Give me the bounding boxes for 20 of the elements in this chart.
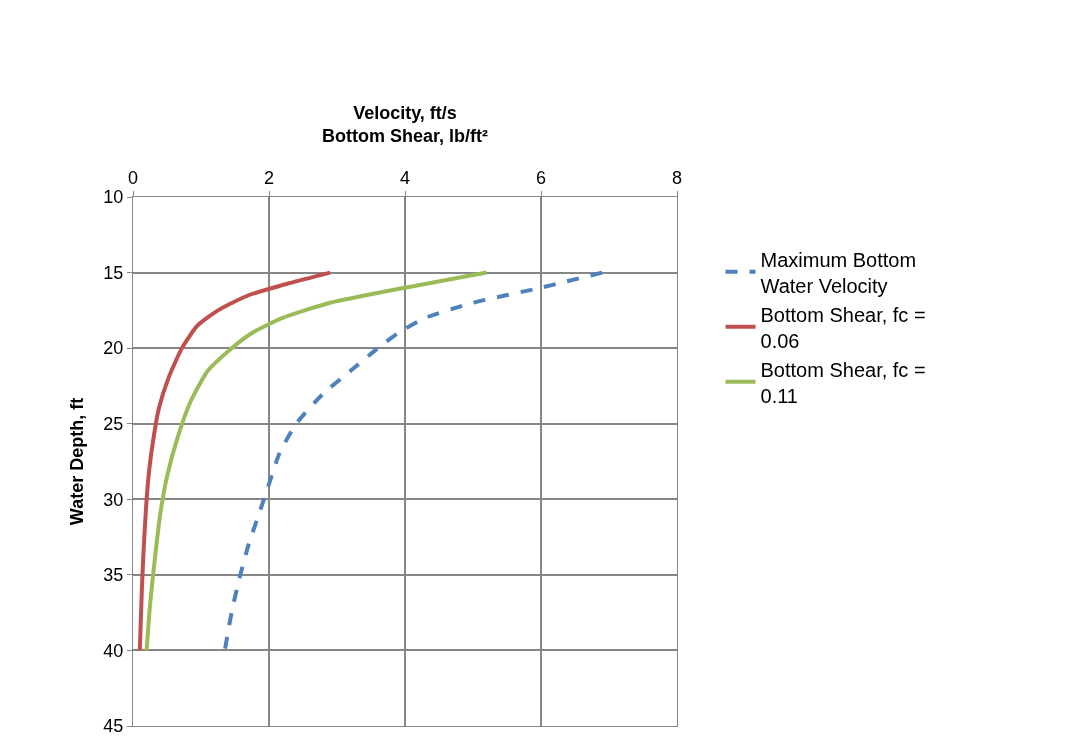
x-tick-label: 6 [535,167,547,188]
x-tick-label: 0 [127,167,139,188]
y-tick-label: 10 [103,187,124,208]
y-axis-title: Water Depth, ft [66,397,87,526]
y-tick-label: 15 [103,262,124,283]
y-tick-label: 35 [103,565,124,586]
y-tick-label: 20 [103,338,124,359]
x-tick-label: 2 [263,167,275,188]
line-series [137,270,333,653]
x-tick-label: 4 [399,167,411,188]
x-axis-title: Velocity, ft/s Bottom Shear, lb/ft² [322,102,488,146]
y-tick-label: 40 [103,640,124,661]
y-tick-label: 30 [103,489,124,510]
y-tick-label: 25 [103,414,124,435]
legend-label: Bottom Shear, fc = 0.06 [760,303,926,352]
line-series [144,270,489,653]
legend-label: Bottom Shear, fc = 0.11 [760,358,926,407]
y-tick-label: 45 [103,716,124,737]
x-tick-label: 8 [671,167,683,188]
legend-label: Maximum Bottom Water Velocity [760,248,917,297]
